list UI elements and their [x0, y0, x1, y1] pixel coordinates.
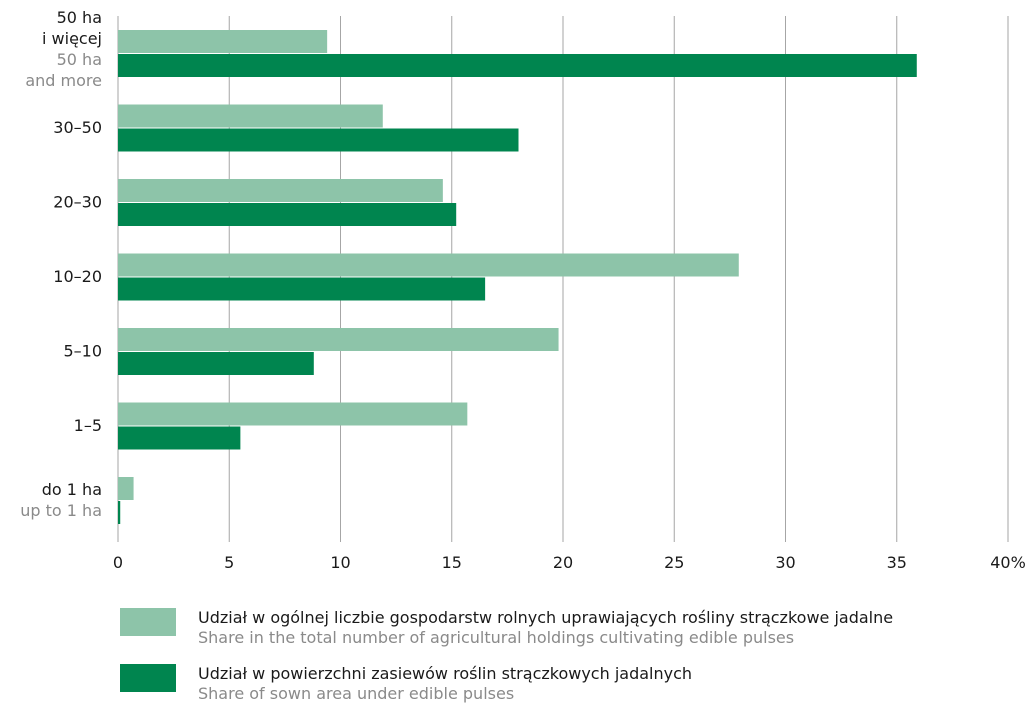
legend-item-holdings: Udział w ogólnej liczbie gospodarstw rol… — [120, 608, 893, 648]
bar-sown-area — [118, 277, 486, 301]
bar-sown-area — [118, 203, 457, 226]
category-label: 5–10 — [63, 342, 102, 361]
category-sublabel: and more — [25, 71, 102, 90]
category-label: 1–5 — [74, 416, 102, 435]
legend-sublabel-holdings: Share in the total number of agricultura… — [198, 628, 795, 647]
category-label: do 1 ha — [42, 480, 102, 499]
x-tick-label: 40% — [990, 553, 1026, 572]
x-tick-label: 30 — [775, 553, 795, 572]
x-tick-label: 5 — [224, 553, 234, 572]
category-label: 10–20 — [53, 267, 102, 286]
legend-label-holdings: Udział w ogólnej liczbie gospodarstw rol… — [198, 608, 894, 627]
legend-label-sown-area: Udział w powierzchni zasiewów roślin str… — [198, 664, 693, 683]
bar-sown-area — [118, 54, 917, 77]
bar-chart: 50 ha i więcej 50 ha and more 30–50 20–30 10–2… — [20, 8, 1026, 572]
bar-holdings — [118, 253, 739, 277]
category-sublabel: 50 ha — [57, 50, 102, 69]
bar-holdings — [118, 30, 328, 53]
x-tick-labels: 0 5 10 15 20 25 30 35 40% — [113, 553, 1026, 572]
legend-swatch-holdings — [120, 608, 176, 636]
gridlines — [117, 16, 1009, 542]
category-labels: 50 ha i więcej 50 ha and more 30–50 20–30 10–2… — [20, 8, 102, 520]
category-label: 30–50 — [53, 118, 102, 137]
legend-sublabel-sown-area: Share of sown area under edible pulses — [198, 684, 515, 703]
bar-sown-area — [118, 426, 241, 450]
x-tick-label: 25 — [664, 553, 684, 572]
x-tick-label: 0 — [113, 553, 123, 572]
category-label: i więcej — [42, 29, 102, 48]
category-label: 20–30 — [53, 193, 102, 212]
legend-item-sown-area: Udział w powierzchni zasiewów roślin str… — [120, 664, 692, 704]
x-tick-label: 20 — [553, 553, 573, 572]
bar-holdings — [118, 104, 383, 128]
bar-sown-area — [118, 128, 519, 152]
bar-holdings — [118, 328, 559, 351]
x-tick-label: 15 — [442, 553, 462, 572]
x-tick-label: 35 — [887, 553, 907, 572]
bar-holdings — [118, 402, 468, 426]
legend-swatch-sown-area — [120, 664, 176, 692]
category-sublabel: up to 1 ha — [20, 501, 102, 520]
bar-sown-area — [118, 352, 314, 375]
bars — [118, 30, 917, 524]
bar-sown-area — [118, 501, 121, 524]
bar-holdings — [118, 477, 134, 500]
category-label: 50 ha — [57, 8, 102, 27]
bar-holdings — [118, 179, 443, 202]
x-tick-label: 10 — [330, 553, 350, 572]
